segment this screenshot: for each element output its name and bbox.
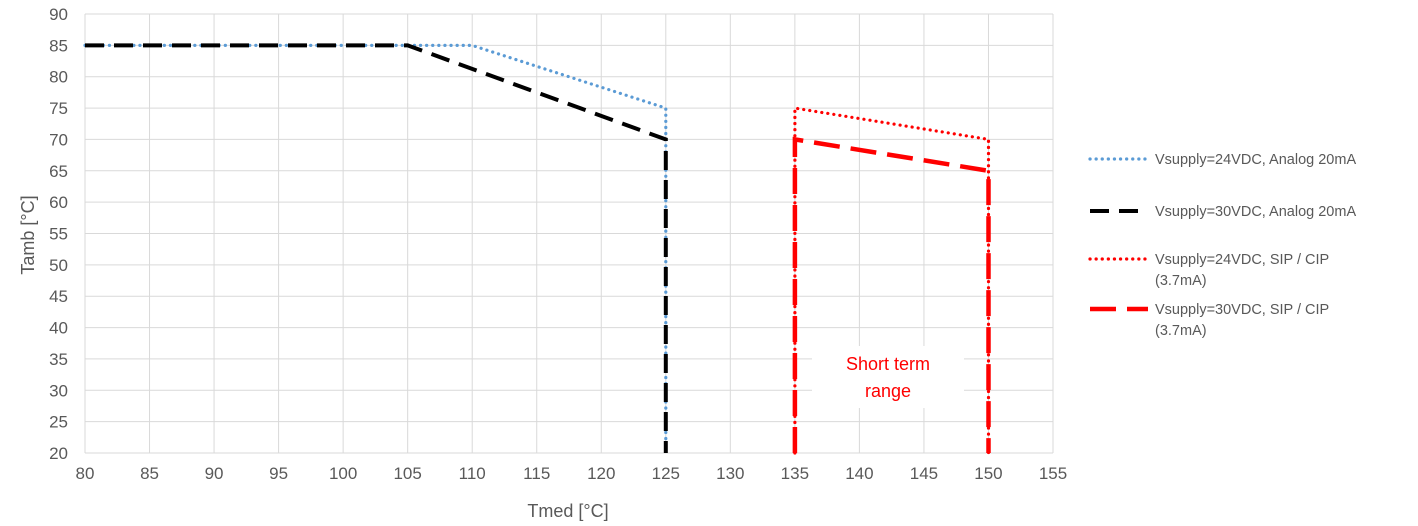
- x-axis-title: Tmed [°C]: [527, 501, 608, 521]
- y-tick-label: 60: [49, 193, 68, 212]
- y-tick-label: 80: [49, 68, 68, 87]
- legend-label: Vsupply=30VDC, Analog 20mA: [1155, 204, 1356, 220]
- annotation-background: [812, 346, 964, 408]
- y-tick-label: 30: [49, 381, 68, 400]
- annotation-line-1: Short term: [846, 354, 930, 374]
- series-line-2: [85, 43, 668, 453]
- x-tick-label: 90: [205, 464, 224, 483]
- y-tick-label: 55: [49, 225, 68, 244]
- legend-label: Vsupply=24VDC, Analog 20mA: [1155, 152, 1356, 168]
- legend-item-4: Vsupply=30VDC, SIP / CIP (3.7mA): [1090, 302, 1329, 339]
- x-tick-label: 115: [523, 464, 550, 483]
- y-tick-label: 50: [49, 256, 68, 275]
- y-tick-label: 45: [49, 287, 68, 306]
- x-tick-label: 110: [459, 464, 486, 483]
- legend-label: (3.7mA): [1155, 323, 1207, 339]
- y-tick-label: 65: [49, 162, 68, 181]
- x-tick-label: 105: [393, 464, 421, 483]
- x-tick-label: 125: [652, 464, 680, 483]
- x-tick-label: 145: [910, 464, 938, 483]
- y-tick-label: 90: [49, 5, 68, 24]
- series-line-4: [792, 136, 991, 453]
- x-tick-label: 150: [974, 464, 1002, 483]
- legend: Vsupply=24VDC, Analog 20mA Vsupply=30VDC,…: [1088, 152, 1356, 339]
- x-tick-label: 85: [140, 464, 159, 483]
- legend-label: (3.7mA): [1155, 273, 1207, 289]
- x-axis-ticks: 80 85 90 95 100 105 110 115 120 125 130 135 140 145 15…: [76, 464, 1068, 483]
- y-tick-label: 85: [49, 36, 68, 55]
- y-tick-label: 20: [49, 444, 68, 463]
- annotation-line-2: range: [865, 381, 911, 401]
- x-tick-label: 120: [587, 464, 615, 483]
- x-tick-label: 80: [76, 464, 95, 483]
- y-tick-label: 35: [49, 350, 68, 369]
- legend-item-2: Vsupply=30VDC, Analog 20mA: [1090, 204, 1356, 220]
- x-tick-label: 95: [269, 464, 288, 483]
- y-tick-label: 75: [49, 99, 68, 118]
- legend-item-1: Vsupply=24VDC, Analog 20mA: [1088, 152, 1356, 168]
- y-axis-title: Tamb [°C]: [18, 195, 38, 274]
- legend-label: Vsupply=30VDC, SIP / CIP: [1155, 302, 1329, 318]
- y-tick-label: 40: [49, 319, 68, 338]
- y-tick-label: 70: [49, 130, 68, 149]
- x-tick-label: 135: [781, 464, 809, 483]
- y-axis-ticks: 20 25 30 35 40 45 50 55 60 65 70 75 80 85 90: [49, 5, 68, 463]
- legend-item-3: Vsupply=24VDC, SIP / CIP (3.7mA): [1088, 252, 1329, 289]
- x-tick-label: 100: [329, 464, 357, 483]
- short-term-annotation: Short term range: [812, 346, 964, 408]
- x-tick-label: 140: [845, 464, 873, 483]
- series-layer: [83, 43, 991, 455]
- y-tick-label: 25: [49, 413, 68, 432]
- x-tick-label: 155: [1039, 464, 1067, 483]
- legend-label: Vsupply=24VDC, SIP / CIP: [1155, 252, 1329, 268]
- x-tick-label: 130: [716, 464, 744, 483]
